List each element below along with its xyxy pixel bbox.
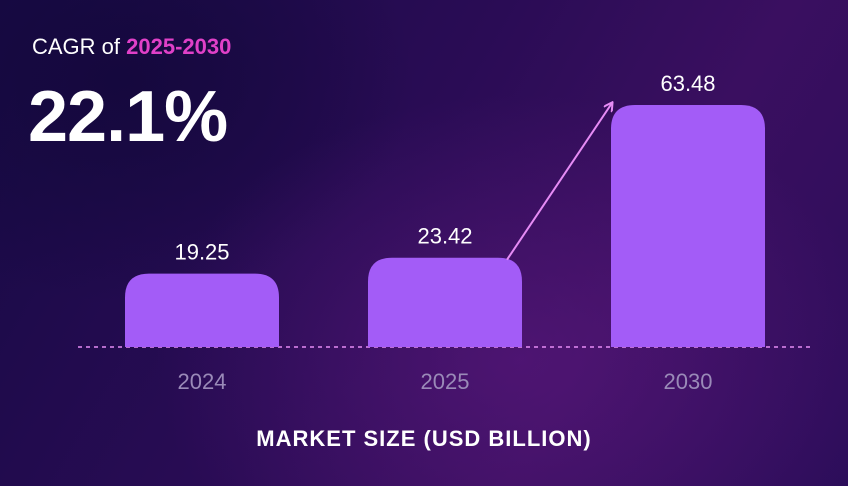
cagr-prefix: CAGR of [32, 34, 127, 59]
value-label-2024: 19.25 [174, 240, 229, 265]
cagr-range: 2025-2030 [126, 34, 232, 59]
x-axis-title: MARKET SIZE (USD BILLION) [256, 426, 592, 451]
cagr-heading: CAGR of 2025-2030 [32, 34, 231, 60]
tick-label-2024: 2024 [178, 369, 227, 394]
tick-label-2030: 2030 [664, 369, 713, 394]
value-label-2025: 23.42 [417, 224, 472, 249]
bar-2024 [125, 273, 279, 347]
tick-label-2025: 2025 [421, 369, 470, 394]
bar-2025 [368, 257, 522, 347]
bar-2030 [611, 105, 765, 347]
cagr-value: 22.1% [28, 77, 228, 157]
value-label-2030: 63.48 [660, 71, 715, 96]
growth-arrow [506, 103, 612, 261]
